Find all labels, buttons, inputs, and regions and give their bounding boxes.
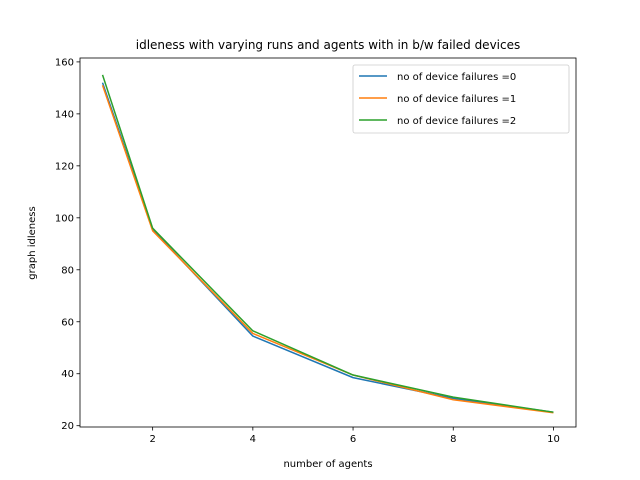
x-tick-label: 6 xyxy=(350,434,356,445)
y-tick-label: 40 xyxy=(61,369,74,380)
axes-frame xyxy=(79,57,577,428)
legend-label-0: no of device failures =0 xyxy=(397,72,516,83)
y-tick-label: 100 xyxy=(55,213,74,224)
series-line-2 xyxy=(101,74,554,413)
plot-area: 2 4 6 8 10 20 40 60 80 100 120 140 160 xyxy=(55,57,577,445)
x-axis-label: number of agents xyxy=(283,459,372,470)
legend-label-2: no of device failures =2 xyxy=(397,116,516,127)
x-tick-label: 2 xyxy=(149,434,155,445)
y-tick-label: 160 xyxy=(55,57,74,68)
series-layer xyxy=(101,74,554,414)
legend-label-1: no of device failures =1 xyxy=(397,94,516,105)
legend: no of device failures =0 no of device fai… xyxy=(352,64,570,134)
y-axis-ticks: 20 40 60 80 100 120 140 160 xyxy=(55,57,80,432)
x-tick-label: 10 xyxy=(547,434,560,445)
chart-title: idleness with varying runs and agents wi… xyxy=(136,38,521,52)
y-tick-label: 120 xyxy=(55,161,74,172)
y-axis-label: graph idleness xyxy=(27,206,38,279)
y-tick-label: 20 xyxy=(61,421,74,432)
x-tick-label: 4 xyxy=(250,434,256,445)
series-line-1 xyxy=(101,85,554,414)
x-tick-label: 8 xyxy=(450,434,456,445)
x-axis-ticks: 2 4 6 8 10 xyxy=(149,427,560,445)
y-tick-label: 60 xyxy=(61,317,74,328)
y-tick-label: 140 xyxy=(55,109,74,120)
y-tick-label: 80 xyxy=(61,265,74,276)
legend-box xyxy=(352,64,570,134)
